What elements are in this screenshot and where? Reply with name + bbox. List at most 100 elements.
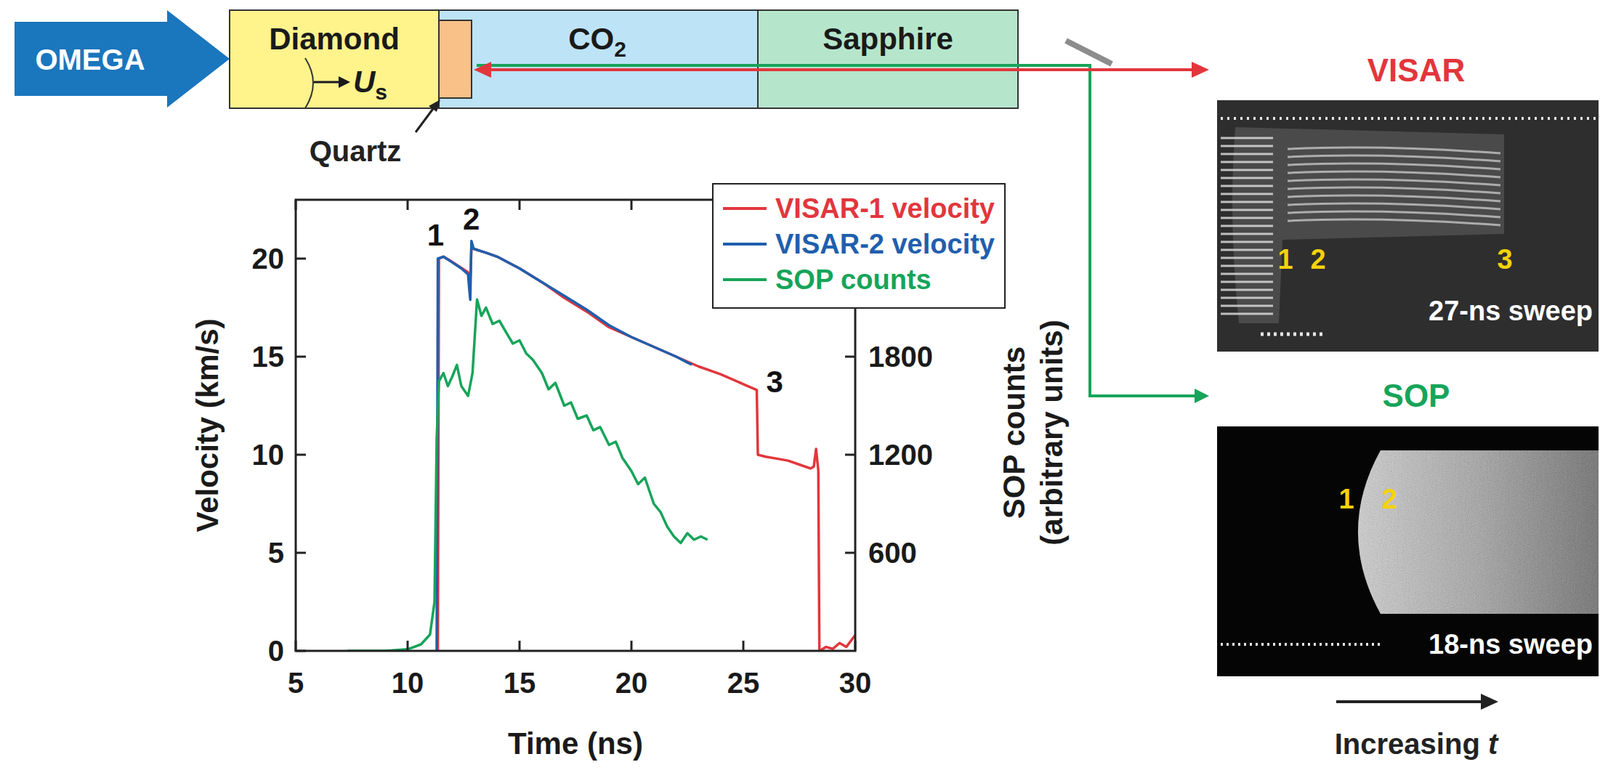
y-tick [295, 552, 306, 555]
visar-fringe [1220, 273, 1274, 276]
shock-front [305, 58, 314, 109]
visar-fringe [1220, 185, 1274, 188]
x-tick [518, 640, 521, 652]
y-tick-label: 0 [268, 635, 285, 668]
visar-fringe [1287, 155, 1501, 162]
y-tick [295, 356, 306, 359]
arrow-head [428, 99, 441, 112]
x-tick-top [406, 199, 410, 210]
time-arrow [1336, 700, 1483, 704]
visar-beam [488, 68, 1198, 72]
visar-fringe [1287, 195, 1501, 202]
quartz-leader [415, 106, 435, 133]
legend-box [712, 183, 1005, 309]
sop-title: SOP [1382, 377, 1451, 414]
sapphire-layer [757, 10, 1018, 109]
x-tick [295, 640, 298, 652]
x-tick-label: 20 [615, 667, 649, 700]
x-tick [406, 640, 410, 652]
visar-fringe [1287, 147, 1501, 154]
y-tick [295, 257, 306, 261]
x-tick-top [630, 199, 633, 210]
x-tick [854, 640, 857, 652]
sop-event-label: 2 [1381, 483, 1397, 515]
co2-label: CO2 [568, 21, 627, 62]
y2-tick-label: 1800 [868, 340, 933, 373]
legend-swatch [722, 242, 767, 246]
co2-main: CO [568, 21, 614, 56]
event-annotation: 2 [462, 201, 480, 237]
y2-axis-title: (arbitrary units) [1034, 319, 1069, 545]
visar-fringe [1220, 201, 1274, 204]
legend-label: SOP counts [775, 264, 932, 296]
visar-fringe [1220, 153, 1274, 156]
legend-label: VISAR-1 velocity [775, 193, 995, 224]
arrow-head [338, 76, 351, 88]
visar-fringe [1220, 225, 1274, 228]
visar-fringe [1220, 217, 1274, 220]
legend-label: VISAR-2 velocity [775, 228, 995, 260]
x-tick-top [518, 199, 521, 210]
visar-fringe [1220, 257, 1274, 260]
legend: VISAR-1 velocity VISAR-2 velocity SOP coun… [712, 183, 1005, 309]
arrow-head [473, 61, 492, 78]
visar-fringe [1220, 145, 1274, 148]
y-tick [295, 650, 306, 653]
x-tick-label: 25 [727, 667, 761, 700]
series-line [436, 241, 692, 652]
driver-label: OMEGA [34, 43, 145, 76]
visar-event-label: 2 [1310, 244, 1326, 275]
x-tick-top [295, 199, 298, 210]
visar-fringe [1220, 297, 1274, 300]
legend-swatch [722, 207, 767, 210]
visar-fringe [1220, 209, 1274, 212]
visar-fringe [1287, 219, 1501, 226]
event-annotation: 1 [427, 217, 444, 253]
visar-fringe [1220, 233, 1274, 236]
y2-tick-label: 600 [868, 536, 917, 569]
series-line [347, 299, 708, 652]
visar-texture [1220, 118, 1599, 335]
visar-fringe [1287, 171, 1501, 178]
y2-tick [845, 454, 856, 457]
x-axis-title: Time (ns) [507, 726, 644, 761]
sapphire-label: Sapphire [822, 21, 954, 56]
arrow-head [1480, 693, 1499, 710]
time-arrow-label: Increasing t [1334, 728, 1500, 761]
visar-fringe [1287, 163, 1501, 170]
visar-fringe [1220, 193, 1274, 196]
visar-fringe [1287, 179, 1501, 186]
x-tick-label: 15 [503, 667, 537, 700]
visar-fringe [1220, 161, 1274, 164]
time-arrow-var: t [1488, 728, 1500, 761]
x-tick [630, 640, 633, 652]
y-tick-label: 10 [252, 438, 285, 471]
visar-fringe [1220, 169, 1274, 172]
x-tick [742, 640, 745, 652]
laser-arrow [14, 10, 230, 108]
visar-fringe [1220, 241, 1274, 244]
event-annotation: 3 [765, 364, 783, 399]
shock-velocity-sub: s [374, 79, 388, 104]
time-arrow-text: Increasing [1334, 728, 1481, 761]
visar-fringe [1220, 137, 1274, 140]
visar-fringe [1220, 313, 1274, 316]
sop-event-label: 1 [1338, 483, 1354, 515]
visar-image [1217, 100, 1599, 352]
visar-fringe [1220, 249, 1274, 252]
visar-fringe [1220, 177, 1274, 180]
y-tick [295, 454, 306, 457]
sop-grain [1336, 446, 1600, 618]
co2-layer [438, 10, 758, 109]
visar-title: VISAR [1367, 52, 1465, 88]
y2-tick [845, 552, 856, 555]
visar-fiducial [1220, 116, 1599, 120]
x-tick-label: 5 [287, 667, 304, 700]
arrow-head [1194, 388, 1210, 404]
x-tick-label: 10 [391, 667, 425, 700]
visar-sweep: 27-ns sweep [1428, 295, 1593, 327]
beam-splitter [1065, 40, 1112, 64]
visar-fiducial [1260, 332, 1327, 337]
diamond-label: Diamond [268, 21, 400, 56]
visar-fringe [1287, 203, 1501, 210]
